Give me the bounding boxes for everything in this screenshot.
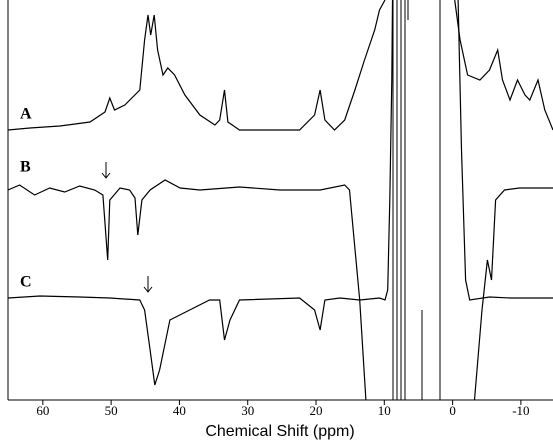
solvent-lines (392, 0, 441, 400)
arrow (143, 276, 153, 293)
x-tick-label: 20 (310, 403, 323, 418)
traces (8, 0, 553, 400)
x-axis-label: Chemical Shift (ppm) (205, 423, 354, 440)
trace (8, 0, 553, 131)
trace (8, 179, 553, 400)
x-tick-label: -10 (512, 403, 529, 418)
trace-label: A (20, 106, 32, 123)
arrows (101, 162, 153, 293)
trace-label: C (20, 274, 32, 291)
x-tick-label: 40 (173, 403, 186, 418)
trace-label: B (20, 159, 31, 176)
x-tick-label: 0 (449, 403, 456, 418)
x-tick-label: 50 (105, 403, 118, 418)
x-tick-label: 10 (378, 403, 391, 418)
x-tick-label: 30 (241, 403, 254, 418)
arrow (101, 162, 111, 179)
trace (8, 0, 553, 386)
x-tick-label: 60 (36, 403, 49, 418)
